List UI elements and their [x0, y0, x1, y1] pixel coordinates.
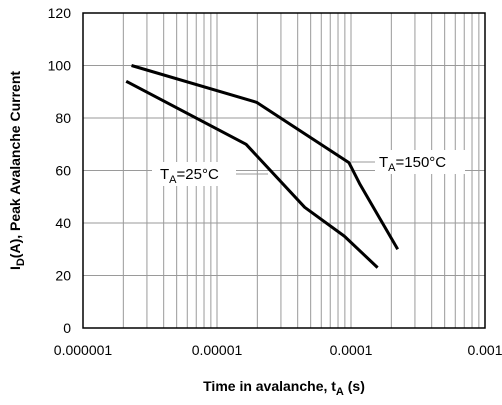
annotations: TA=25°CTA=150°C [152, 150, 465, 186]
series-label-tail: =150°C [396, 154, 447, 171]
x-axis-title: Time in avalanche, tA (s) [203, 378, 365, 398]
x-tick-label: 0.0001 [330, 342, 373, 358]
y-tick-label: 120 [48, 5, 72, 21]
y-tick-label: 20 [55, 268, 71, 284]
x-tick-label: 0.000001 [54, 342, 113, 358]
plot-frame [82, 12, 486, 329]
y-tick-label: 60 [55, 163, 71, 179]
y-axis-title-sub: D [15, 258, 27, 266]
series-label-ta-25c: TA=25°C [160, 166, 219, 186]
y-tick-label: 80 [55, 110, 71, 126]
series-label-main: T [379, 154, 388, 171]
series-label-sub: A [388, 162, 396, 174]
tick-labels: 0 20 40 60 80 100 120 0.000001 0.00001 0.0001 0.00… [48, 5, 502, 358]
y-tick-label: 0 [63, 320, 71, 336]
axis-titles: Time in avalanche, tA (s)ID(A), Peak Ava… [7, 71, 365, 398]
y-axis-title: ID(A), Peak Avalanche Current [7, 71, 27, 270]
series-label-main: T [160, 166, 169, 183]
y-tick-label: 40 [55, 215, 71, 231]
series-label-sub: A [169, 174, 177, 186]
series-label-tail: =25°C [177, 166, 219, 183]
x-axis-title-sub: A [336, 386, 344, 398]
x-tick-label: 0.00001 [192, 342, 243, 358]
series-label-background [375, 150, 465, 174]
y-axis-title-main: I [7, 266, 23, 270]
y-tick-label: 100 [48, 58, 72, 74]
series-label-ta-150c: TA=150°C [379, 154, 446, 174]
x-axis-title-main: Time in avalanche, t [203, 378, 336, 394]
x-tick-label: 0.001 [467, 342, 502, 358]
data-series [125, 64, 399, 269]
x-axis-title-tail: (s) [344, 378, 365, 394]
y-axis-title-tail: (A), Peak Avalanche Current [7, 71, 23, 259]
series-label-background [152, 162, 236, 186]
